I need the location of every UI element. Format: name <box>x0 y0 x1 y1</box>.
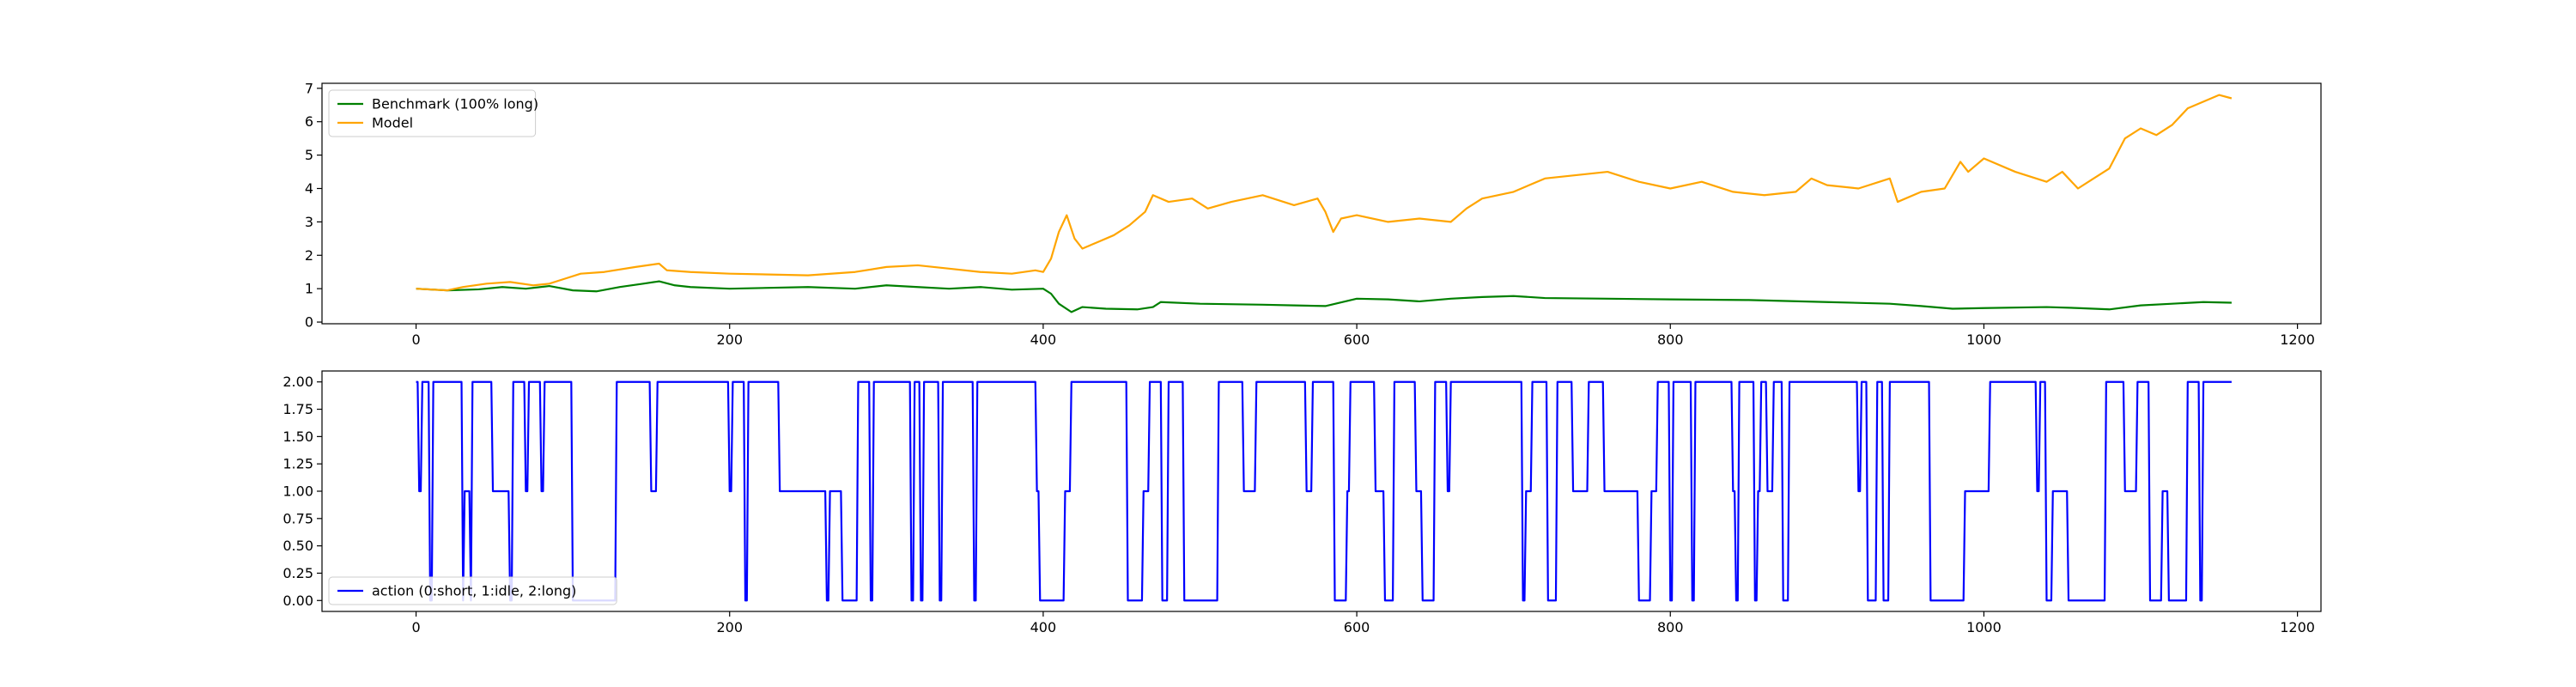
y-tick-label: 0.50 <box>283 538 313 554</box>
y-tick-label: 5 <box>305 147 313 163</box>
bottom-action-chart: 0 200 400 600 800 1000 1200 0.00 0.25 0.50 0.75 1.0… <box>283 370 2322 635</box>
x-tick-label: 600 <box>1344 619 1370 635</box>
x-tick-label: 1000 <box>1966 331 2002 348</box>
series-line-0-0 <box>416 280 2232 313</box>
y-tick-label: 6 <box>305 113 313 130</box>
y-tick-label: 0.25 <box>283 565 313 581</box>
legend: action (0:short, 1:idle, 2:long) <box>328 576 617 605</box>
legend-label: Model <box>372 115 413 131</box>
x-tick-label: 1000 <box>1966 619 2002 635</box>
series-line-1-0 <box>416 380 2232 602</box>
x-tick-label: 800 <box>1657 331 1684 348</box>
x-tick-label: 200 <box>716 619 743 635</box>
y-tick-label: 0 <box>305 314 313 331</box>
y-tick-label: 1 <box>305 281 313 297</box>
x-tick-label: 0 <box>411 619 420 635</box>
y-tick-label: 1.25 <box>283 456 313 472</box>
y-tick-label: 3 <box>305 214 313 230</box>
series-line-0-1 <box>416 94 2233 292</box>
x-tick-label: 400 <box>1030 331 1057 348</box>
y-tick-label: 1.00 <box>283 483 313 500</box>
x-tick-label: 0 <box>411 331 420 348</box>
y-tick-label: 7 <box>305 80 313 96</box>
legend-label: Benchmark (100% long) <box>372 96 538 112</box>
y-tick-label: 0.75 <box>283 510 313 526</box>
y-tick-label: 4 <box>305 180 313 197</box>
axes-frame <box>321 82 2322 325</box>
legend-box <box>328 89 537 137</box>
y-tick-label: 2 <box>305 247 313 264</box>
y-tick-label: 1.50 <box>283 429 313 445</box>
top-price-chart: 0 200 400 600 800 1000 1200 0 1 2 3 4 5 6 7 Benchmark (… <box>305 80 2322 348</box>
legend-box <box>328 576 617 605</box>
x-tick-label: 600 <box>1344 331 1370 348</box>
x-tick-label: 1200 <box>2280 619 2315 635</box>
y-tick-label: 1.75 <box>283 401 313 417</box>
y-tick-label: 2.00 <box>283 374 313 390</box>
y-tick-label: 0.00 <box>283 593 313 609</box>
legend-label: action (0:short, 1:idle, 2:long) <box>372 583 576 599</box>
x-tick-label: 200 <box>716 331 743 348</box>
x-tick-label: 1200 <box>2280 331 2315 348</box>
x-tick-label: 400 <box>1030 619 1057 635</box>
x-tick-label: 800 <box>1657 619 1684 635</box>
legend: Benchmark (100% long) Model <box>328 89 538 137</box>
